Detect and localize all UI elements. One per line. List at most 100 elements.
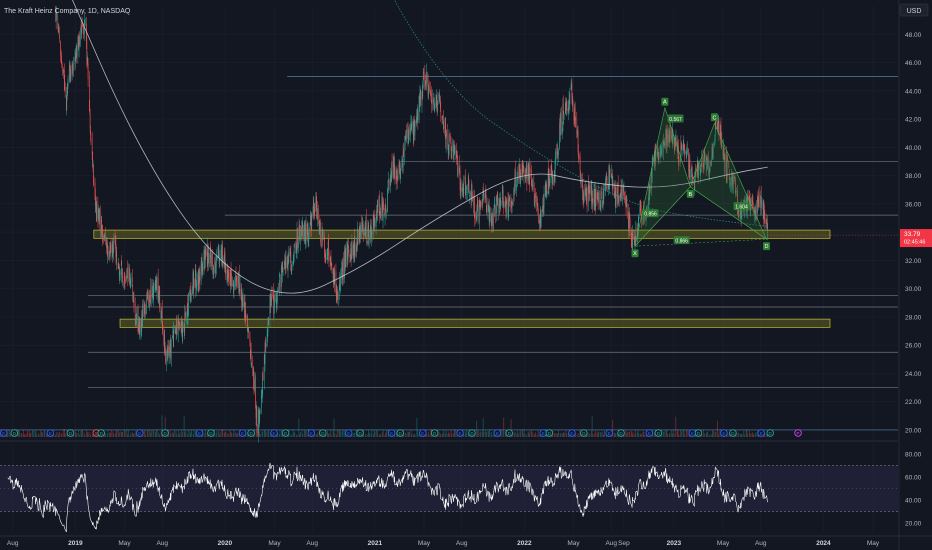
candle-body: [184, 312, 186, 332]
candle-body: [734, 176, 735, 179]
candle-body: [86, 41, 88, 62]
candle-body: [64, 80, 66, 87]
candle-body: [600, 190, 602, 208]
candle-body: [533, 181, 535, 188]
price-tick-label: 22.00: [905, 399, 922, 406]
candle-body: [307, 231, 308, 240]
volume-bar: [20, 433, 22, 437]
candle-body: [402, 163, 404, 168]
candle-body: [153, 289, 155, 291]
candle-body: [158, 293, 160, 297]
volume-bar: [465, 433, 467, 437]
candle-body: [709, 163, 711, 173]
candle-body: [298, 241, 299, 248]
volume-bar: [261, 431, 263, 437]
candle-body: [585, 191, 587, 198]
candle-body: [244, 301, 246, 319]
candle-body: [640, 204, 642, 207]
volume-bar: [394, 434, 396, 437]
candle-body: [122, 275, 123, 283]
currency-button[interactable]: USD: [899, 3, 929, 17]
candle-body: [427, 79, 429, 96]
time-tick-label: 2021: [368, 540, 383, 547]
time-tick-label: 2023: [667, 540, 682, 547]
volume-bar: [55, 434, 56, 437]
volume-bar: [717, 420, 718, 437]
candle-body: [67, 84, 68, 95]
candle-body: [440, 100, 441, 108]
volume-bar: [315, 434, 317, 437]
candle-body: [448, 135, 450, 154]
candle-body: [272, 291, 274, 294]
candle-body: [424, 71, 426, 86]
candle-body: [330, 255, 331, 264]
candle-body: [451, 146, 453, 160]
candle-body: [386, 210, 387, 213]
candle-body: [528, 168, 530, 179]
volume-bar: [293, 432, 295, 437]
harmonic-point-box: [631, 249, 639, 258]
candle-body: [645, 218, 646, 220]
volume-bar: [156, 429, 158, 437]
volume-bar: [84, 434, 86, 437]
candle-body: [664, 142, 665, 146]
candle-body: [169, 346, 170, 357]
candle-body: [579, 156, 580, 157]
candle-body: [634, 239, 635, 246]
candle-body: [183, 325, 185, 327]
candle-body: [459, 171, 461, 190]
candle-body: [331, 263, 332, 267]
candle-body: [540, 213, 541, 224]
volume-bar: [64, 433, 66, 437]
candle-body: [537, 204, 539, 214]
volume-bar: [744, 434, 746, 437]
candle-body: [256, 406, 257, 419]
volume-bar: [637, 430, 639, 437]
candle-body: [357, 227, 358, 246]
volume-bar: [603, 430, 605, 437]
volume-bar: [124, 430, 126, 437]
candle-body: [116, 252, 118, 267]
event-marker-letter: E: [49, 431, 52, 436]
candle-body: [124, 280, 126, 282]
event-marker-letter: E: [347, 431, 350, 436]
volume-bar: [370, 433, 372, 437]
candle-body: [110, 245, 111, 253]
volume-bar: [566, 433, 568, 437]
candle-body: [760, 195, 761, 208]
candle-body: [422, 90, 423, 96]
candle-body: [219, 250, 221, 259]
event-marker-letter: D: [582, 431, 586, 436]
candle-body: [628, 226, 630, 231]
volume-bar: [116, 429, 118, 437]
candle-body: [535, 193, 536, 198]
candle-body: [328, 238, 329, 256]
candle-body: [92, 152, 93, 167]
candle-body: [753, 207, 754, 209]
candle-body: [126, 271, 128, 272]
event-marker-letter: D: [284, 431, 288, 436]
candle-body: [247, 329, 249, 333]
candle-body: [103, 236, 105, 239]
candle-body: [626, 209, 628, 215]
candle-body: [129, 277, 131, 284]
candle-body: [291, 268, 292, 269]
candle-body: [436, 97, 438, 108]
candle-body: [130, 281, 131, 285]
candle-body: [705, 155, 707, 157]
candle-body: [235, 272, 237, 274]
candle-body: [66, 95, 68, 111]
candle-body: [60, 58, 62, 59]
candle-body: [245, 317, 247, 322]
candle-body: [117, 266, 119, 267]
candle-body: [394, 164, 395, 177]
candle-body: [180, 324, 182, 329]
volume-bar: [277, 432, 279, 437]
event-marker: [757, 429, 765, 437]
candle-body: [187, 313, 189, 317]
volume-bar: [447, 433, 449, 437]
event-marker-letter: D: [250, 431, 254, 436]
candle-body: [470, 192, 472, 203]
time-axis[interactable]: Aug 2019 May Aug 2020 May Aug 2021 May Aug 2022 May…: [7, 540, 880, 547]
